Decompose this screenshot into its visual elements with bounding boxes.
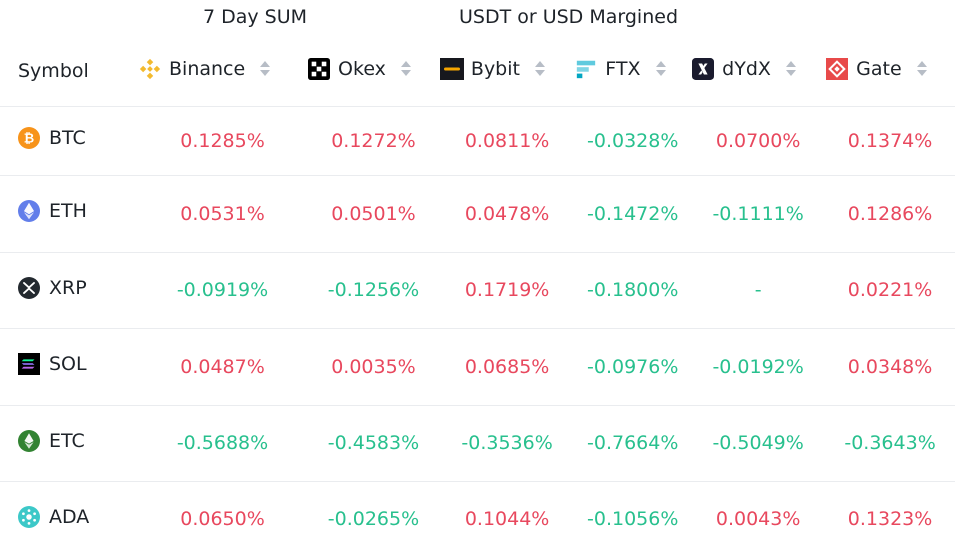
funding-rate-cell-dydx: -0.0192% [712,355,804,378]
coin-symbol-label: SOL [49,353,87,375]
funding-rate-cell-bybit: 0.0685% [464,355,550,378]
coin-symbol-label: ETH [49,200,87,222]
dydx-icon [691,57,715,81]
funding-rate-cell-gate: 0.1286% [847,202,933,225]
funding-rate-cell-binance: -0.0919% [176,279,269,301]
funding-rate-cell-okex: -0.1256% [327,279,420,301]
symbol-cell: ETH [0,175,138,252]
funding-rate-cell-okex: -0.4583% [327,432,420,454]
coin-symbol: ETH [18,200,87,222]
column-header-okex[interactable]: Okex [307,36,440,106]
exchange-name: Okex [338,57,386,80]
sort-icon[interactable] [785,61,796,77]
funding-rate-cell-dydx: 0.0043% [715,508,801,531]
exchange-name: Binance [169,57,246,80]
funding-rate-cell-gate: 0.1323% [847,508,933,531]
sort-icon[interactable] [655,61,666,77]
table-row[interactable]: XRP -0.0919% -0.1256% 0.1719% -0.1800% - 0.022… [0,252,955,328]
funding-rate-cell-binance: 0.0531% [180,202,265,225]
funding-rate-cell-binance: 0.0487% [180,355,265,378]
funding-rate-cell-binance: -0.5688% [176,432,269,454]
funding-rate-cell-okex: 0.0501% [331,202,416,225]
table-header-row: Symbol Binance Okex [0,36,955,106]
symbol-cell: ADA [0,481,138,557]
cardano-icon [18,505,40,528]
margin-type-label: USDT or USD Margined [459,6,679,28]
table-row[interactable]: ETC -0.5688% -0.4583% -0.3536% -0.7664% -0.50… [0,405,955,481]
exchange-name: FTX [605,57,641,80]
funding-rate-cell-ftx: -0.7664% [587,432,679,454]
bybit-icon [439,57,464,81]
funding-rate-cell-ftx: -0.1056% [587,508,679,531]
funding-rate-cell-binance: 0.0650% [180,508,265,531]
ethereum-classic-icon [18,429,40,452]
ethereum-icon [18,200,40,222]
table-row[interactable]: ADA 0.0650% -0.0265% 0.1044% -0.1056% 0.0043%… [0,481,955,557]
sort-icon[interactable] [400,61,411,77]
funding-rate-cell-okex: -0.0265% [327,508,420,531]
ftx-icon [574,57,598,81]
funding-rate-table: Symbol Binance Okex [0,36,955,557]
svg-text:₿: ₿ [24,132,34,147]
funding-rate-cell-bybit: 0.1719% [464,279,550,301]
sort-icon[interactable] [260,61,271,77]
symbol-cell: ETC [0,405,138,481]
solana-icon [18,353,40,375]
funding-rate-cell-okex: 0.0035% [331,355,416,378]
seven-day-sum-label: 7 Day SUM [203,6,308,28]
coin-symbol: XRP [18,276,87,299]
symbol-cell: XRP [0,252,138,328]
column-header-binance[interactable]: Binance [138,36,307,106]
coin-symbol: ETC [18,429,85,452]
funding-rate-cell-dydx: 0.0700% [715,129,801,152]
funding-rate-cell-bybit: 0.0811% [464,129,550,152]
exchange-name: Bybit [470,57,520,80]
funding-rate-cell-ftx: -0.1472% [587,202,679,225]
funding-rate-cell-okex: 0.1272% [331,129,416,152]
symbol-column-header: Symbol [18,59,89,82]
funding-rate-cell-ftx: -0.0328% [587,129,679,152]
column-header-bybit[interactable]: Bybit [439,36,574,106]
gate-icon [825,57,849,81]
funding-rate-cell-binance: 0.1285% [180,129,265,152]
column-header-gate[interactable]: Gate [825,36,955,106]
funding-rate-cell-gate: 0.0348% [847,355,933,378]
funding-rate-cell-gate: 0.1374% [847,129,933,152]
coin-symbol-label: BTC [49,127,86,149]
funding-rate-cell-bybit: -0.3536% [461,432,553,454]
funding-rate-cell-ftx: -0.0976% [587,355,679,378]
table-row[interactable]: ETH 0.0531% 0.0501% 0.0478% -0.1472% -0.1111%… [0,175,955,252]
coin-symbol: ₿ BTC [18,127,86,149]
funding-rate-cell-gate: 0.0221% [847,279,933,301]
funding-rate-cell-bybit: 0.1044% [464,508,550,531]
sort-icon[interactable] [534,61,545,77]
funding-rate-cell-ftx: -0.1800% [587,279,679,301]
xrp-icon [18,276,40,299]
okex-icon [307,57,331,81]
funding-rate-cell-dydx: -0.1111% [712,202,804,225]
funding-rate-cell-bybit: 0.0478% [464,202,550,225]
sort-icon[interactable] [916,61,927,77]
coin-symbol-label: ADA [49,505,90,528]
exchange-name: dYdX [722,57,771,80]
coin-symbol-label: XRP [49,276,87,299]
table-row[interactable]: ₿ BTC 0.1285% 0.1272% 0.0811% -0.0328% 0.0700%… [0,106,955,175]
coin-symbol: ADA [18,505,90,528]
column-header-dydx[interactable]: dYdX [691,36,825,106]
funding-rate-cell-dydx: - [754,279,762,301]
column-header-ftx[interactable]: FTX [574,36,691,106]
symbol-cell: SOL [0,328,138,405]
bitcoin-icon: ₿ [18,127,40,149]
exchange-name: Gate [856,57,902,80]
funding-rate-cell-dydx: -0.5049% [712,432,804,454]
binance-icon [138,57,162,81]
table-row[interactable]: SOL 0.0487% 0.0035% 0.0685% -0.0976% -0.0192%… [0,328,955,405]
symbol-cell: ₿ BTC [0,106,138,175]
coin-symbol: SOL [18,353,87,375]
funding-rate-cell-gate: -0.3643% [844,432,936,454]
coin-symbol-label: ETC [49,429,85,452]
